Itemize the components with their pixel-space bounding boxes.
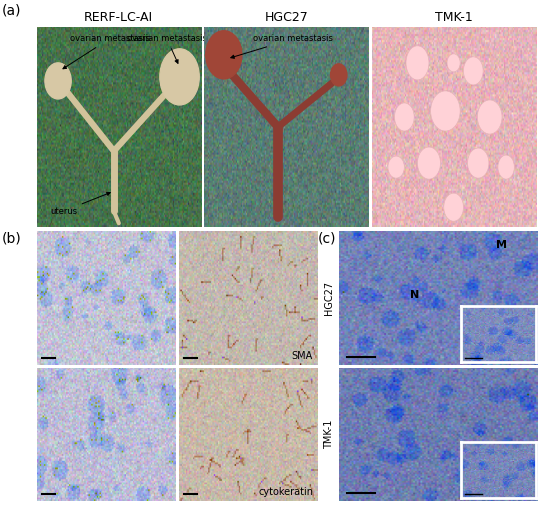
Text: cytokeratin: cytokeratin [258, 487, 313, 497]
Ellipse shape [160, 49, 199, 105]
Text: TMK-1: TMK-1 [435, 11, 472, 24]
Text: (b): (b) [2, 231, 22, 245]
Ellipse shape [463, 57, 483, 85]
Ellipse shape [45, 63, 71, 99]
Ellipse shape [206, 31, 242, 79]
Ellipse shape [468, 148, 489, 178]
Ellipse shape [406, 46, 429, 80]
Text: HGC27: HGC27 [264, 11, 308, 24]
Text: TMK-1: TMK-1 [324, 420, 334, 449]
Text: N: N [410, 290, 419, 300]
Ellipse shape [388, 156, 404, 178]
Ellipse shape [330, 64, 347, 86]
Text: SMA: SMA [292, 350, 313, 361]
Text: ovarian metastasis: ovarian metastasis [63, 34, 150, 69]
Ellipse shape [477, 100, 502, 134]
Text: (a): (a) [2, 4, 21, 18]
Text: ovarian metastasis: ovarian metastasis [127, 34, 207, 63]
Ellipse shape [395, 103, 414, 131]
Text: M: M [496, 239, 507, 249]
Ellipse shape [444, 193, 463, 221]
Text: (c): (c) [318, 231, 336, 245]
Text: HGC27: HGC27 [324, 281, 334, 315]
Ellipse shape [417, 147, 441, 179]
Text: uterus: uterus [50, 192, 110, 216]
Text: RERF-LC-AI: RERF-LC-AI [84, 11, 153, 24]
Ellipse shape [498, 155, 514, 179]
Ellipse shape [447, 54, 460, 72]
Text: ovarian metastasis: ovarian metastasis [231, 34, 333, 59]
Ellipse shape [430, 91, 460, 131]
